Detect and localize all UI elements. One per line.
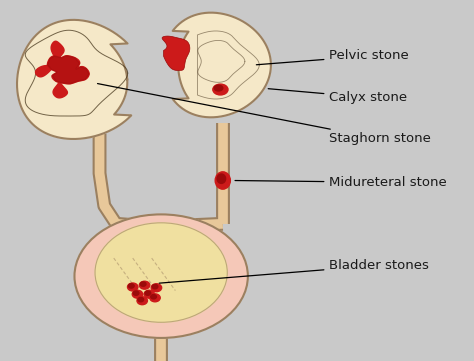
Polygon shape: [173, 13, 271, 117]
Ellipse shape: [217, 174, 226, 183]
Polygon shape: [162, 36, 190, 70]
Ellipse shape: [150, 294, 160, 302]
Ellipse shape: [215, 172, 230, 189]
Ellipse shape: [213, 84, 228, 95]
Polygon shape: [47, 56, 89, 84]
Text: Pelvic stone: Pelvic stone: [256, 49, 409, 65]
Ellipse shape: [152, 284, 158, 289]
Text: Midureteral stone: Midureteral stone: [235, 176, 447, 189]
Polygon shape: [47, 56, 89, 84]
Ellipse shape: [128, 284, 134, 288]
Ellipse shape: [151, 284, 162, 292]
Ellipse shape: [138, 297, 144, 302]
Polygon shape: [53, 81, 67, 98]
Ellipse shape: [137, 297, 147, 305]
Text: Calyx stone: Calyx stone: [268, 89, 408, 104]
Ellipse shape: [133, 291, 139, 295]
Ellipse shape: [132, 290, 143, 298]
Ellipse shape: [128, 283, 138, 291]
Ellipse shape: [95, 223, 228, 322]
Ellipse shape: [139, 281, 150, 289]
Ellipse shape: [140, 282, 146, 286]
Text: Staghorn stone: Staghorn stone: [98, 83, 431, 145]
Ellipse shape: [151, 295, 156, 299]
Ellipse shape: [214, 85, 223, 91]
Ellipse shape: [145, 291, 151, 295]
Ellipse shape: [74, 214, 248, 338]
Ellipse shape: [144, 290, 155, 298]
Polygon shape: [51, 41, 64, 61]
Text: Bladder stones: Bladder stones: [159, 259, 429, 283]
Polygon shape: [17, 20, 131, 139]
Polygon shape: [36, 66, 51, 77]
